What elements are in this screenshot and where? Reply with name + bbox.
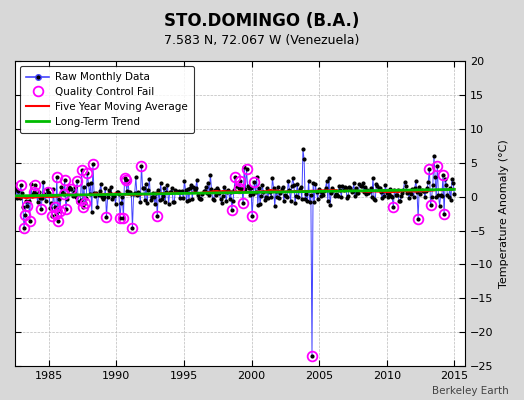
Text: STO.DOMINGO (B.A.): STO.DOMINGO (B.A.) <box>165 12 359 30</box>
Text: 7.583 N, 72.067 W (Venezuela): 7.583 N, 72.067 W (Venezuela) <box>165 34 359 47</box>
Text: Berkeley Earth: Berkeley Earth <box>432 386 508 396</box>
Y-axis label: Temperature Anomaly (°C): Temperature Anomaly (°C) <box>499 139 509 288</box>
Legend: Raw Monthly Data, Quality Control Fail, Five Year Moving Average, Long-Term Tren: Raw Monthly Data, Quality Control Fail, … <box>20 66 193 133</box>
